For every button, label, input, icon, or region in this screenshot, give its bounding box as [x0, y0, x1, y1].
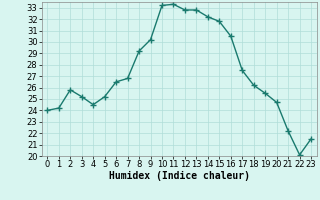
X-axis label: Humidex (Indice chaleur): Humidex (Indice chaleur): [109, 171, 250, 181]
